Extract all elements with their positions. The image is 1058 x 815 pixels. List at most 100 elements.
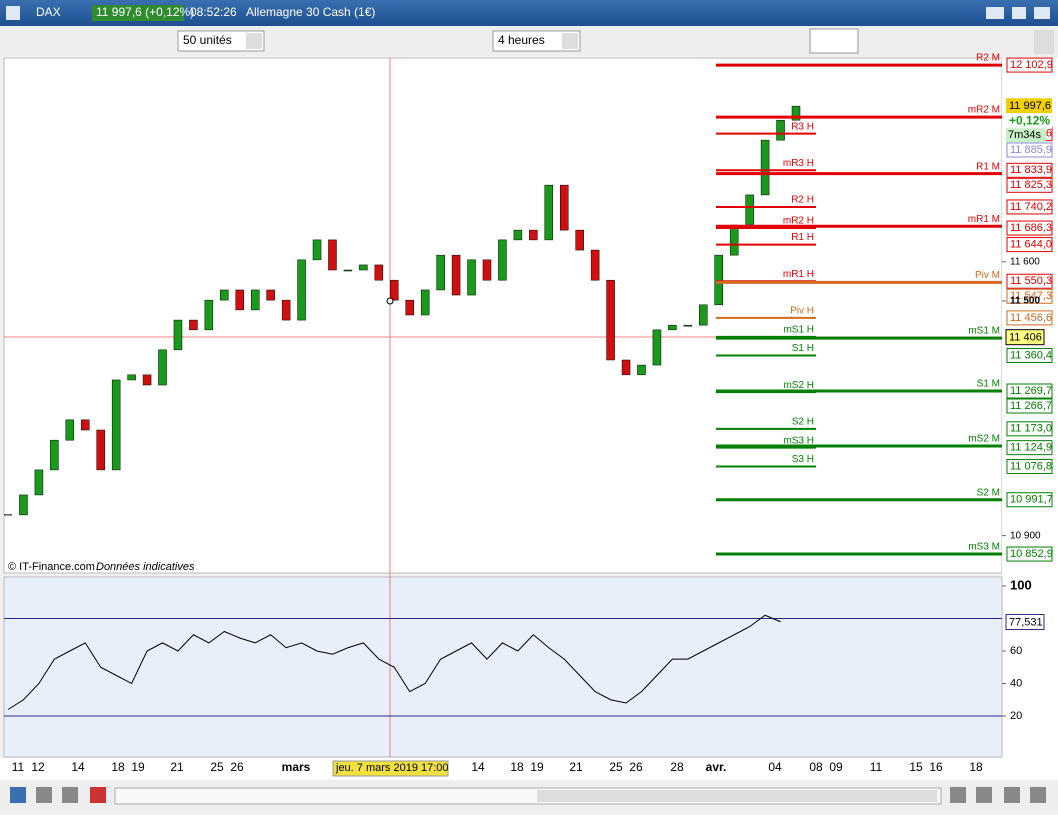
countdown: 7m34s xyxy=(1008,129,1042,141)
x-tick-label: 12 xyxy=(31,760,45,774)
level-name: mS3 M xyxy=(968,542,1000,553)
candle xyxy=(668,324,677,331)
candle xyxy=(374,264,384,281)
crosshair-box xyxy=(1005,329,1045,346)
crosshair-point xyxy=(386,297,394,305)
price-label-box xyxy=(1006,492,1053,508)
candle xyxy=(575,229,584,251)
change-box xyxy=(1006,113,1052,129)
tool-button[interactable] xyxy=(976,787,992,803)
x-tick-label: 25 xyxy=(609,760,623,774)
dropdown-arrow[interactable] xyxy=(562,33,578,49)
x-tick-label: 14 xyxy=(71,760,85,774)
price-label: 12 102,9 xyxy=(1010,59,1053,71)
candle xyxy=(235,289,245,311)
level-name: S1 M xyxy=(977,379,1000,390)
x-tick-label: 19 xyxy=(131,760,145,774)
price-label-box xyxy=(1006,383,1053,399)
x-tick-label: 25 xyxy=(210,760,224,774)
rsi-tick-label: 40 xyxy=(1010,677,1022,689)
candle xyxy=(34,469,44,496)
zoom-out[interactable] xyxy=(1004,787,1020,803)
level-name: S3 H xyxy=(792,454,814,465)
crosshair-date-box xyxy=(332,760,449,777)
candle xyxy=(652,329,662,366)
level-name: S2 M xyxy=(977,487,1000,498)
candle xyxy=(544,184,554,241)
x-tick-label: avr. xyxy=(706,760,727,774)
candle xyxy=(729,224,739,256)
crosshair-price: 11 406 xyxy=(1009,332,1042,344)
side-scroll[interactable] xyxy=(1034,30,1054,54)
share-button[interactable] xyxy=(10,787,26,803)
candle xyxy=(81,419,90,431)
close-button[interactable] xyxy=(1034,7,1050,19)
level-name: R2 H xyxy=(791,195,814,206)
indicator-button[interactable] xyxy=(809,28,859,54)
dropdown-arrow[interactable] xyxy=(246,33,262,49)
candle xyxy=(359,264,368,271)
candle xyxy=(513,229,523,241)
app-icon[interactable] xyxy=(6,6,20,20)
units-select[interactable] xyxy=(177,30,265,52)
level-name: mR2 H xyxy=(783,216,814,227)
rsi-last-box xyxy=(1005,614,1045,631)
candle xyxy=(328,239,337,271)
candle xyxy=(791,105,801,121)
price-label-box xyxy=(1006,348,1053,364)
price-label: 11 124,9 xyxy=(1010,442,1052,454)
price-label-box xyxy=(1006,288,1053,304)
scroll-thumb[interactable] xyxy=(537,790,937,802)
tool-button[interactable] xyxy=(62,787,78,803)
tool-button[interactable] xyxy=(90,787,106,803)
level-name: R1 H xyxy=(791,232,814,243)
level-name: mR1 M xyxy=(968,214,1000,225)
level-name: S2 H xyxy=(792,416,814,427)
candle xyxy=(281,299,291,321)
candle xyxy=(745,194,754,226)
price-label: 11 644,0 xyxy=(1010,238,1052,250)
last-price: 11 997,6 xyxy=(1009,100,1051,112)
candle xyxy=(637,364,646,376)
tool-button[interactable] xyxy=(36,787,52,803)
price-label: 10 852,9 xyxy=(1010,548,1053,560)
x-tick-label: 26 xyxy=(629,760,643,774)
tool-button[interactable] xyxy=(950,787,966,803)
candle xyxy=(714,254,723,306)
period: 4 heures xyxy=(498,33,545,47)
period-select[interactable] xyxy=(492,30,581,52)
candle xyxy=(343,269,353,272)
price-label: 11 266,7 xyxy=(1010,400,1052,412)
price-label: 10 991,7 xyxy=(1010,494,1053,506)
x-tick-label: 11 xyxy=(12,760,25,774)
rsi-tick-label: 60 xyxy=(1010,645,1022,657)
x-tick-label: 16 xyxy=(929,760,943,774)
x-tick-label: 21 xyxy=(569,760,583,774)
level-name: Piv H xyxy=(790,306,814,317)
instrument: Allemagne 30 Cash (1€) xyxy=(246,5,375,19)
price-label-box xyxy=(1006,199,1053,215)
candle xyxy=(590,249,600,281)
candle xyxy=(19,494,28,516)
x-tick-label: 19 xyxy=(530,760,544,774)
x-tick-label: 11 xyxy=(870,760,883,774)
menu-button[interactable] xyxy=(986,7,1004,19)
candle xyxy=(776,119,785,141)
zoom-in[interactable] xyxy=(1030,787,1046,803)
crosshair-date: jeu. 7 mars 2019 17:00 xyxy=(335,762,449,774)
price-panel xyxy=(3,57,1003,574)
price-label: 11 547,3 xyxy=(1010,290,1052,302)
candle xyxy=(204,299,214,331)
price-label-box xyxy=(1006,273,1053,289)
rsi-tick-label: 100 xyxy=(1010,577,1032,592)
minimize-button[interactable] xyxy=(1012,7,1026,19)
price-label-box xyxy=(1006,421,1053,437)
price-label: 11 269,7 xyxy=(1010,385,1052,397)
price-label: 11 360,4 xyxy=(1010,349,1052,361)
countdown-box xyxy=(1006,128,1046,143)
rsi-panel xyxy=(3,576,1003,758)
source: © IT-Finance.com xyxy=(8,561,95,573)
price-label-box xyxy=(1006,142,1053,158)
